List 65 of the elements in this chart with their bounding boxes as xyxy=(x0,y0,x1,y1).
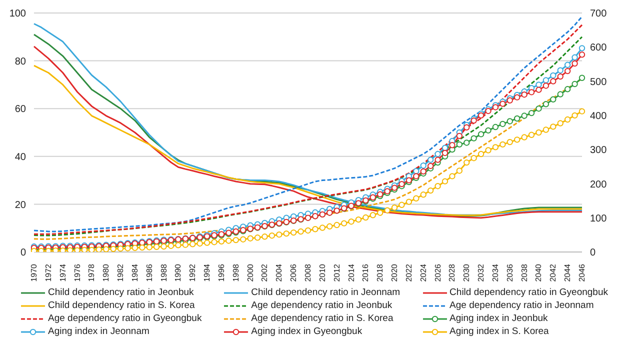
x-tick-label: 2020 xyxy=(390,263,400,282)
x-tick-label: 2018 xyxy=(376,263,385,282)
legend-label: Child dependency ratio in S. Korea xyxy=(48,299,195,312)
x-tick-label: 1978 xyxy=(87,263,96,282)
y2-tick-label: 600 xyxy=(590,42,608,54)
x-tick-label: 1982 xyxy=(116,263,126,282)
x-tick-label: 1990 xyxy=(174,263,183,282)
y2-tick-label: 700 xyxy=(590,8,608,20)
y2-tick-label: 0 xyxy=(590,248,596,259)
x-tick-label: 1976 xyxy=(72,263,82,282)
y2-tick-label: 300 xyxy=(590,145,608,156)
legend-label: Aging index in S. Korea xyxy=(450,325,549,338)
legend-label: Child dependency ratio in Gyeongbuk xyxy=(450,286,608,299)
legend-label: Aging index in Jeonnam xyxy=(48,325,150,338)
legend-label: Child dependency ratio in Jeonnam xyxy=(251,286,400,299)
y-tick-label: 40 xyxy=(14,152,26,163)
y-tick-label: 80 xyxy=(14,56,26,68)
x-tick-label: 1994 xyxy=(202,263,212,282)
legend-label: Aging index in Gyeongbuk xyxy=(251,325,362,338)
x-tick-label: 1980 xyxy=(102,263,111,282)
x-tick-label: 2016 xyxy=(361,263,370,282)
y2-tick-label: 200 xyxy=(590,179,608,190)
x-tick-label: 1998 xyxy=(231,263,240,282)
x-tick-label: 2032 xyxy=(476,263,486,282)
x-tick-label: 2004 xyxy=(274,263,284,282)
x-tick-label: 2002 xyxy=(260,263,270,282)
y2-tick-label: 400 xyxy=(590,110,608,122)
x-tick-label: 2008 xyxy=(304,263,312,282)
legend-label: Child dependency ratio in Jeonbuk xyxy=(48,286,194,299)
legend-label: Aging index in Jeonbuk xyxy=(450,312,548,325)
x-tick-label: 2038 xyxy=(520,263,529,282)
x-tick-label: 2010 xyxy=(318,263,327,282)
x-tick-label: 2022 xyxy=(404,263,414,282)
y-tick-label: 60 xyxy=(14,104,26,116)
x-tick-label: 1970 xyxy=(30,263,38,282)
legend-label: Age dependency ratio in Gyeongbuk xyxy=(48,312,202,325)
y-tick-label: 20 xyxy=(14,200,26,211)
x-tick-label: 2028 xyxy=(448,263,457,282)
x-tick-label: 2030 xyxy=(462,263,472,282)
x-tick-label: 2046 xyxy=(578,263,586,282)
x-tick-label: 2034 xyxy=(490,263,500,282)
x-tick-label: 2040 xyxy=(534,263,544,282)
x-tick-label: 1996 xyxy=(216,263,226,282)
x-tick-label: 2014 xyxy=(346,263,356,282)
x-tick-label: 1992 xyxy=(188,263,198,282)
x-tick-label: 2042 xyxy=(548,263,558,282)
x-tick-label: 1984 xyxy=(130,263,140,282)
x-tick-label: 2006 xyxy=(289,263,298,282)
x-tick-label: 1974 xyxy=(58,263,68,282)
y2-tick-label: 100 xyxy=(590,213,608,224)
x-tick-label: 1972 xyxy=(44,263,53,282)
y-tick-label: 100 xyxy=(9,8,26,20)
x-tick-label: 2026 xyxy=(433,263,442,282)
x-tick-label: 2000 xyxy=(246,263,255,282)
x-tick-label: 2012 xyxy=(332,263,342,282)
x-tick-label: 1988 xyxy=(159,263,168,282)
x-tick-label: 2024 xyxy=(418,263,428,282)
y-tick-label: 0 xyxy=(20,248,26,259)
x-tick-label: 2036 xyxy=(505,263,514,282)
y2-tick-label: 500 xyxy=(590,76,608,88)
legend-label: Age dependency ratio in Jeonbuk xyxy=(251,299,392,312)
x-tick-label: 1986 xyxy=(144,263,154,282)
legend-label: Age dependency ratio in Jeonnam xyxy=(450,299,594,312)
legend-label: Age dependency ratio in S. Korea xyxy=(251,312,394,325)
x-tick-label: 2044 xyxy=(563,263,572,282)
